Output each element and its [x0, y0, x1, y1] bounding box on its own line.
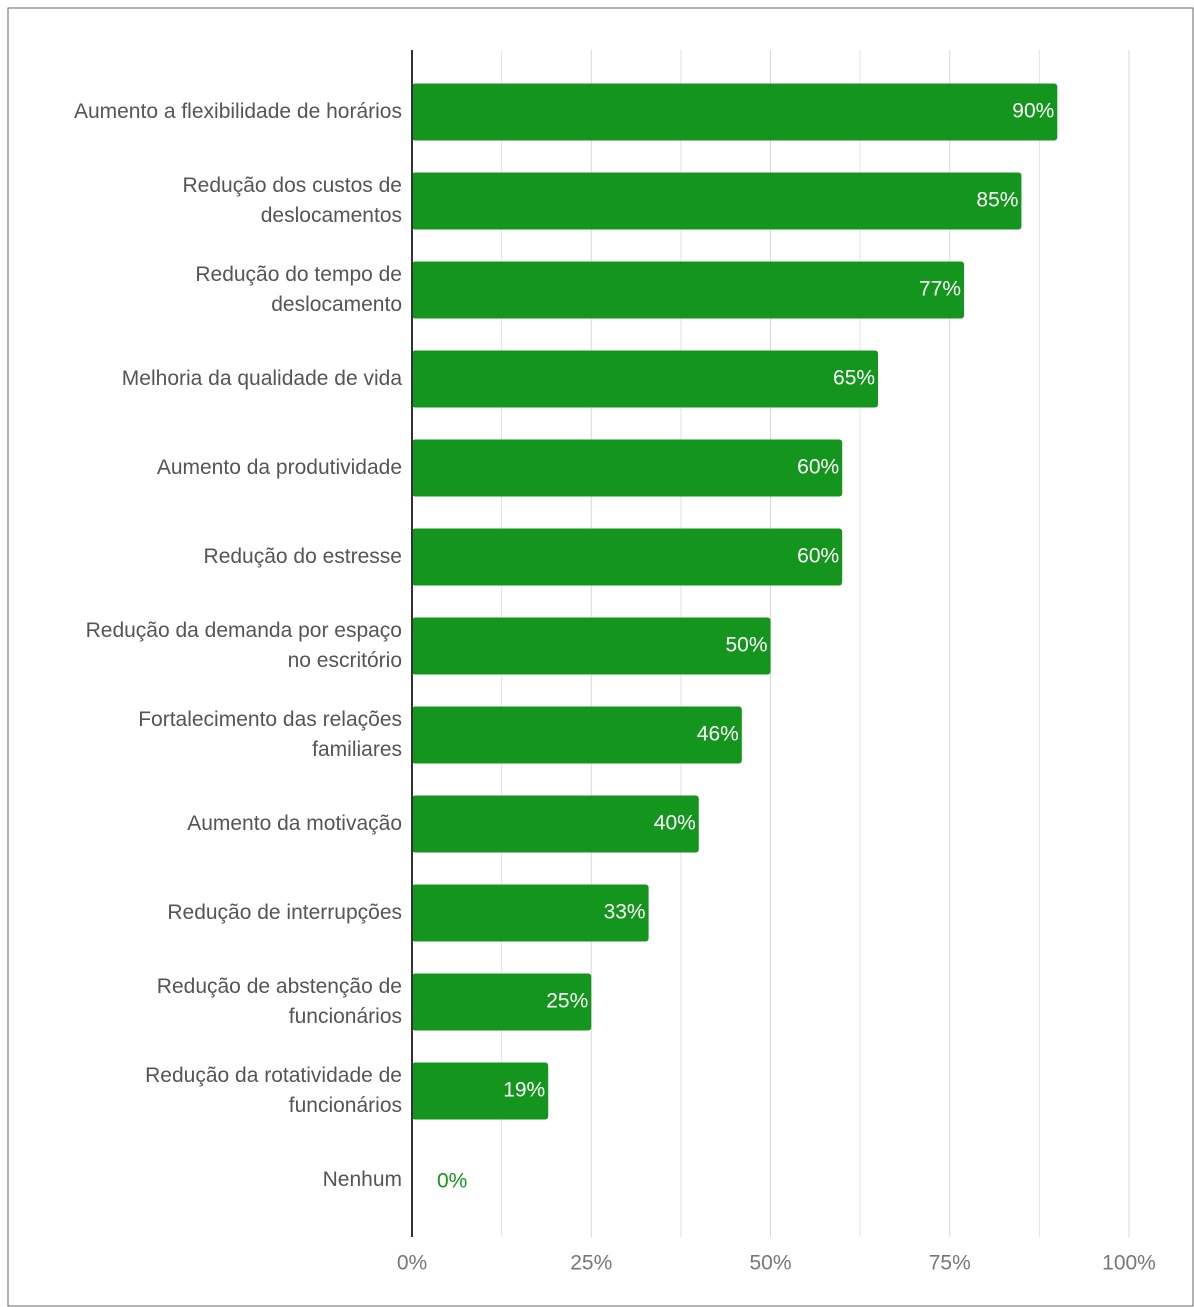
data-label: 60% — [797, 545, 839, 568]
bar — [412, 973, 592, 1031]
y-tick-label: Aumento da motivação — [187, 812, 402, 835]
bar — [412, 884, 649, 942]
y-tick-label: Redução do tempo de deslocamento — [195, 263, 402, 316]
x-tick-label: 75% — [929, 1252, 971, 1275]
bar — [412, 706, 742, 764]
data-label: 85% — [976, 189, 1018, 212]
y-tick-label: Redução da demanda por espaço no escritó… — [85, 619, 402, 672]
bar — [412, 83, 1058, 141]
y-tick-label: Redução da rotatividade de funcionários — [145, 1064, 402, 1117]
y-tick-label: Aumento da produtividade — [156, 456, 402, 479]
data-label: 77% — [919, 278, 961, 301]
y-tick-label: Redução dos custos de deslocamentos — [182, 174, 402, 227]
y-tick-label: Aumento a flexibilidade de horários — [73, 100, 402, 123]
bar — [412, 617, 771, 675]
data-label: 0% — [437, 1170, 467, 1193]
y-tick-label: Melhoria da qualidade de vida — [121, 367, 402, 390]
data-label: 50% — [725, 634, 767, 657]
bar — [412, 439, 843, 497]
bar — [412, 528, 843, 586]
y-tick-label: Nenhum — [322, 1168, 402, 1191]
frame — [7, 7, 1194, 1307]
x-tick-label: 0% — [397, 1252, 427, 1275]
y-tick-label: Fortalecimento das relações familiares — [138, 708, 402, 761]
y-tick-label: Redução de interrupções — [167, 901, 402, 924]
data-label: 40% — [654, 812, 696, 835]
bar — [412, 172, 1022, 230]
bar — [412, 1062, 549, 1120]
data-label: 90% — [1012, 100, 1054, 123]
data-label: 25% — [546, 990, 588, 1013]
y-tick-label: Redução de abstenção de funcionários — [156, 975, 402, 1028]
data-label: 33% — [604, 901, 646, 924]
data-label: 46% — [697, 723, 739, 746]
data-label: 65% — [833, 367, 875, 390]
bar — [412, 350, 879, 408]
bar — [412, 261, 965, 319]
y-tick-label: Redução do estresse — [203, 545, 402, 568]
data-label: 19% — [503, 1079, 545, 1102]
x-tick-label: 25% — [570, 1252, 612, 1275]
x-tick-label: 50% — [749, 1252, 791, 1275]
bar — [412, 795, 699, 853]
data-label: 60% — [797, 456, 839, 479]
x-tick-label: 100% — [1102, 1252, 1156, 1275]
